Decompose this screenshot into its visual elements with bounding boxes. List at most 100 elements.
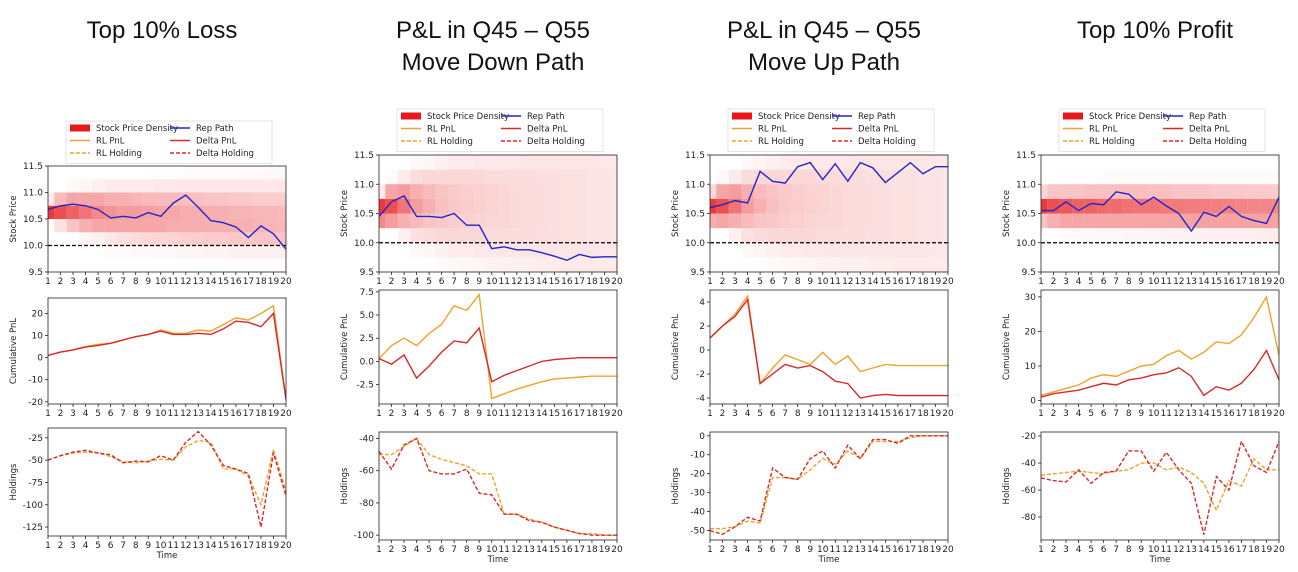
x-tick-label: 18 (917, 545, 929, 555)
x-tick-label: 6 (1101, 277, 1107, 287)
density-cell (1060, 228, 1073, 243)
density-cell (803, 184, 817, 199)
density-cell (1122, 155, 1135, 170)
density-cell (141, 179, 155, 193)
y-tick-label: 0.0 (360, 357, 375, 367)
density-cell (385, 213, 398, 229)
density-cell (230, 166, 243, 179)
density-cell (573, 242, 586, 258)
density-cell (710, 213, 717, 229)
density-cell (816, 198, 829, 214)
density-cell (766, 242, 779, 258)
density-cell (91, 179, 105, 193)
y-tick-label: 4 (699, 298, 705, 308)
density-cell (1097, 257, 1110, 272)
x-tick-label: 4 (745, 545, 751, 555)
density-cell (904, 184, 917, 199)
y-tick-label: -60 (1021, 486, 1036, 496)
density-cell (379, 198, 386, 214)
x-tick-label: 19 (599, 545, 611, 555)
density-cell (1060, 243, 1073, 258)
density-cell (460, 228, 473, 243)
density-cell (803, 169, 817, 185)
x-tick-label: 19 (930, 409, 942, 419)
x-tick-label: 15 (549, 277, 560, 287)
x-tick-label: 14 (1198, 409, 1210, 419)
density-cell (1248, 170, 1261, 185)
density-cell (560, 169, 574, 185)
density-cell (510, 198, 524, 214)
x-tick-label: 11 (830, 545, 841, 555)
x-tick-label: 13 (193, 409, 204, 419)
x-tick-label: 11 (1161, 277, 1172, 287)
column-title: Top 10% Profit (1077, 17, 1233, 44)
x-tick-label: 18 (1248, 277, 1260, 287)
density-cell (803, 198, 817, 214)
legend-label: Rep Path (1189, 112, 1227, 122)
density-cell (379, 213, 386, 229)
density-cell (585, 213, 599, 229)
x-tick-label: 7 (120, 409, 126, 419)
x-tick-label: 4 (414, 409, 420, 419)
x-tick-label: 19 (1261, 277, 1273, 287)
density-cell (778, 155, 792, 170)
density-cell (154, 259, 167, 272)
density-cell (279, 232, 286, 246)
legend-label: RL Holding (758, 137, 804, 147)
density-cell (598, 198, 611, 214)
density-cell (1109, 198, 1123, 214)
density-cell (229, 232, 243, 246)
density-cell (104, 166, 117, 179)
density-cell (1222, 184, 1236, 199)
density-cell (1072, 243, 1085, 258)
density-cell (573, 198, 586, 214)
density-cell (1210, 213, 1223, 229)
x-tick-label: 5 (1088, 277, 1094, 287)
x-tick-label: 14 (867, 409, 879, 419)
density-cell (1172, 228, 1186, 243)
density-cell (598, 257, 611, 272)
density-cell (1260, 243, 1273, 258)
y-tick-label: -80 (359, 499, 374, 509)
density-cell (192, 219, 205, 233)
density-cell (129, 192, 142, 206)
density-cell (422, 213, 436, 229)
x-tick-label: 12 (180, 541, 191, 551)
density-cell (422, 184, 436, 199)
y-axis-label: Stock Price (9, 196, 19, 243)
x-tick-label: 2 (58, 409, 64, 419)
density-cell (1047, 228, 1060, 243)
density-cell (829, 169, 842, 185)
density-cell (447, 155, 461, 170)
x-tick-label: 20 (942, 277, 954, 287)
density-cell (841, 257, 855, 272)
density-cell (167, 246, 180, 259)
density-cell (447, 213, 461, 229)
density-cell (741, 243, 754, 258)
x-tick-label: 12 (842, 409, 853, 419)
y-axis-label: Cumulative PnL (671, 314, 681, 381)
y-tick-label: 10 (1025, 362, 1037, 372)
density-cell (816, 155, 829, 170)
density-cell (379, 184, 386, 199)
axes-frame (47, 297, 287, 405)
density-cell (1059, 198, 1073, 214)
x-tick-label: 7 (782, 545, 788, 555)
legend-frame (65, 120, 273, 164)
x-tick-label: 7 (782, 409, 788, 419)
density-cell (741, 257, 754, 272)
density-cell (1197, 198, 1211, 214)
density-cell (267, 192, 280, 206)
density-cell (1235, 198, 1248, 214)
density-cell (117, 166, 130, 179)
x-tick-label: 8 (1126, 409, 1132, 419)
density-cell (48, 192, 55, 206)
density-cell (116, 192, 130, 206)
density-cell (167, 192, 180, 206)
density-cell (741, 198, 754, 214)
density-cell (472, 257, 486, 272)
density-cell (205, 166, 218, 179)
density-cell (585, 155, 599, 170)
density-cell (179, 245, 193, 259)
density-cell (180, 166, 193, 179)
